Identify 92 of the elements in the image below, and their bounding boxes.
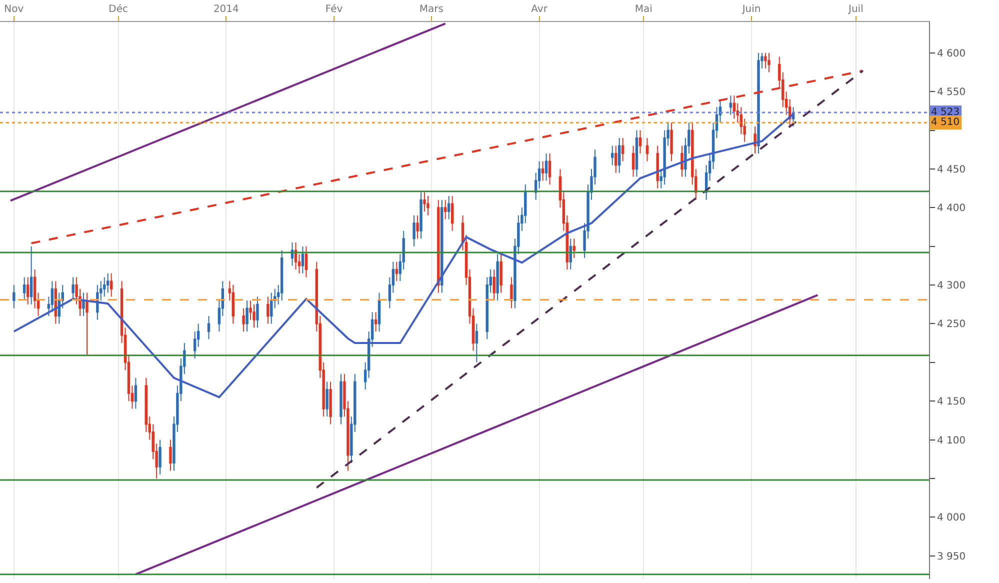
candlestick bbox=[270, 292, 273, 324]
y-tick-label: 3 950 bbox=[937, 551, 966, 562]
x-tick-label: Juil bbox=[848, 4, 864, 15]
candlestick bbox=[475, 323, 478, 363]
candlestick bbox=[23, 276, 26, 301]
line-series bbox=[12, 113, 794, 398]
candlestick bbox=[110, 272, 113, 298]
candlestick bbox=[638, 130, 642, 154]
x-tick-label: 2014 bbox=[213, 4, 239, 15]
candlestick bbox=[680, 145, 684, 178]
candlestick bbox=[242, 308, 245, 332]
x-tick-label: Avr bbox=[531, 4, 548, 15]
candlestick bbox=[632, 145, 635, 178]
candlestick bbox=[412, 214, 416, 247]
y-tick-label: 4 300 bbox=[937, 280, 966, 292]
y-tick-label: 4 250 bbox=[937, 319, 966, 330]
candlestick bbox=[232, 284, 234, 324]
candlestick bbox=[246, 300, 248, 332]
y-tick-label: 4 550 bbox=[937, 87, 966, 98]
candlestick bbox=[158, 439, 162, 476]
candlestick bbox=[757, 52, 760, 154]
candlestick bbox=[541, 160, 544, 182]
candlestick bbox=[50, 280, 54, 313]
y-tick-label: 4 100 bbox=[937, 435, 966, 446]
candlestick bbox=[764, 52, 767, 69]
candlestick bbox=[395, 261, 398, 282]
x-tick-label: Nov bbox=[4, 4, 24, 15]
candlestick bbox=[134, 377, 138, 410]
candlestick bbox=[12, 284, 16, 309]
candlestick bbox=[290, 242, 294, 266]
candlestick bbox=[732, 94, 736, 120]
candlestick bbox=[207, 315, 210, 340]
candlestick bbox=[768, 52, 770, 73]
candlestick bbox=[423, 192, 426, 212]
candlestick bbox=[440, 199, 444, 294]
candlestick bbox=[256, 296, 259, 328]
candlestick bbox=[103, 276, 106, 298]
candlestick bbox=[548, 153, 552, 185]
y-tick-label: 4 450 bbox=[937, 164, 966, 176]
candlestick bbox=[301, 246, 304, 274]
candlestick bbox=[611, 145, 614, 166]
y-tick-label: 4 600 bbox=[937, 48, 966, 60]
candlestick bbox=[326, 381, 328, 418]
candlestick bbox=[86, 292, 88, 356]
candlestick bbox=[444, 199, 447, 220]
candlestick bbox=[492, 269, 496, 301]
y-tick-label: 4 000 bbox=[937, 512, 966, 524]
candlestick bbox=[450, 196, 454, 232]
candlestick bbox=[447, 196, 450, 220]
candlestick bbox=[426, 196, 430, 216]
candlestick bbox=[378, 292, 381, 332]
x-tick-label: Juin bbox=[741, 4, 761, 15]
candlestick bbox=[500, 254, 502, 294]
ref-line-label: 4 510 bbox=[931, 117, 960, 128]
x-tick-label: Fév bbox=[325, 4, 343, 15]
candlestick bbox=[544, 153, 548, 182]
y-tick-label: 4 150 bbox=[937, 396, 966, 408]
candlestick bbox=[614, 145, 618, 174]
candlestick bbox=[729, 94, 732, 116]
candlestick bbox=[72, 276, 74, 301]
candlestick bbox=[635, 130, 638, 178]
candlestick bbox=[26, 276, 30, 305]
candlestick bbox=[646, 138, 649, 162]
candlestick bbox=[106, 272, 110, 294]
candlestick bbox=[169, 439, 172, 472]
candlestick bbox=[252, 304, 256, 328]
candlestick bbox=[30, 246, 33, 305]
y-tick-label: 4 400 bbox=[937, 203, 966, 214]
candlestick bbox=[656, 145, 659, 189]
candlestick bbox=[510, 276, 513, 309]
candlestick bbox=[416, 214, 419, 240]
candlestick bbox=[374, 312, 378, 332]
candlestick bbox=[266, 296, 270, 324]
candlestick bbox=[618, 138, 621, 174]
candlestick bbox=[572, 238, 576, 258]
candlestick bbox=[621, 138, 624, 162]
candlestick bbox=[280, 250, 284, 301]
candlestick bbox=[496, 254, 499, 301]
x-tick-label: Déc bbox=[108, 4, 128, 15]
candlestick bbox=[754, 126, 756, 154]
candlestick bbox=[670, 122, 673, 162]
x-tick-label: Mai bbox=[634, 4, 652, 15]
ref-line-label: 4 523 bbox=[931, 107, 960, 118]
candlestick bbox=[304, 246, 308, 278]
candlestick bbox=[329, 381, 332, 425]
candlestick bbox=[340, 373, 342, 425]
x-tick-label: Mars bbox=[419, 4, 444, 15]
candlestick bbox=[437, 199, 440, 294]
candlestick bbox=[420, 192, 422, 240]
candlestick bbox=[82, 292, 85, 316]
candlestick bbox=[294, 242, 298, 270]
candlestick bbox=[569, 238, 572, 270]
